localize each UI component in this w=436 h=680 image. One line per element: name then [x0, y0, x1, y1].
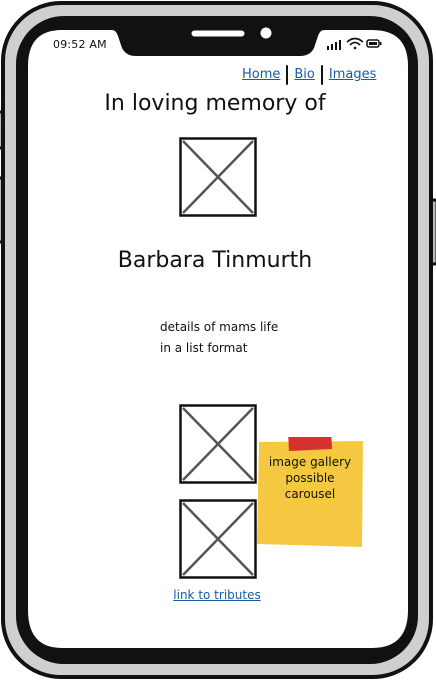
nav-divider: [320, 65, 323, 85]
life-details-line: in a list format: [160, 341, 248, 355]
nav-divider: [286, 65, 289, 85]
life-details: details of mams life in a list format: [160, 317, 278, 359]
sticky-note-text: image gallery possible carousel: [258, 454, 362, 502]
nav-link-images[interactable]: Images: [328, 67, 377, 82]
person-name: Barbara Tinmurth: [117, 248, 313, 273]
sticky-note-paper: [257, 441, 363, 547]
life-details-line: details of mams life: [160, 320, 279, 334]
tributes-link[interactable]: link to tributes: [173, 588, 261, 602]
status-icons: [327, 37, 382, 50]
front-camera: [257, 24, 275, 42]
top-nav: Home Bio Images: [236, 64, 382, 86]
nav-link-home[interactable]: Home: [242, 67, 281, 82]
sticky-note-line: possible: [285, 471, 335, 485]
sticky-note-tape: [288, 437, 332, 451]
status-time: 09:52 AM: [53, 38, 107, 51]
signal-icon: [327, 40, 341, 50]
gallery-image-placeholder: [179, 499, 257, 579]
speaker-grille: [188, 27, 248, 40]
portrait-image-placeholder: [179, 137, 257, 217]
memorial-heading: In loving memory of: [104, 91, 326, 116]
wifi-icon: [346, 37, 364, 50]
sticky-note: [257, 437, 363, 547]
sticky-note-line: image gallery: [268, 455, 352, 469]
battery-icon: [366, 39, 382, 48]
gallery-image-placeholder: [179, 404, 257, 484]
nav-link-bio[interactable]: Bio: [294, 67, 315, 82]
sticky-note-line: carousel: [284, 487, 336, 501]
